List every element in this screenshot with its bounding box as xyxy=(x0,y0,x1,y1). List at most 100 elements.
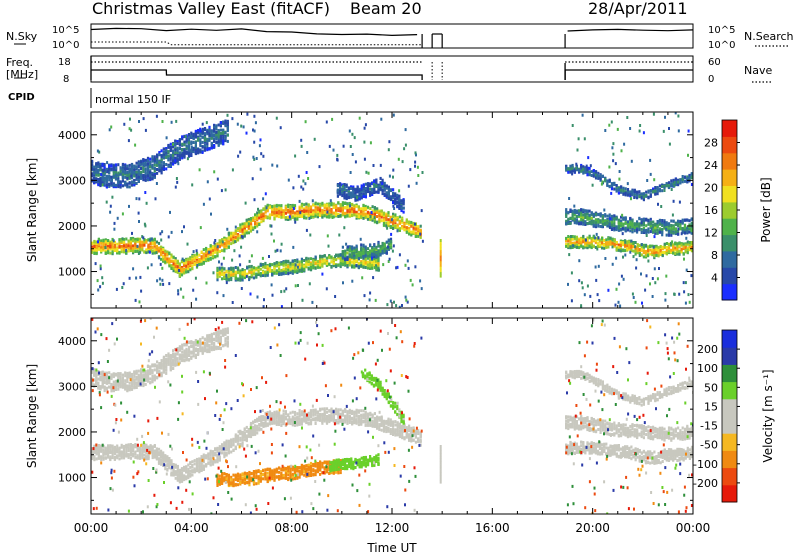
heatmap-cell xyxy=(205,249,208,253)
heatmap-cell xyxy=(357,251,360,254)
heatmap-cell xyxy=(608,215,611,219)
heatmap-cell xyxy=(667,243,671,247)
heatmap-cell xyxy=(160,249,163,253)
heatmap-cell xyxy=(590,216,593,220)
heatmap-cell xyxy=(599,214,602,218)
heatmap-cell xyxy=(624,243,627,247)
heatmap-cell xyxy=(677,232,680,236)
heatmap-cell xyxy=(307,214,310,218)
heatmap-cell xyxy=(638,251,641,255)
heatmap-cell xyxy=(91,172,94,176)
heatmap-cell xyxy=(293,211,297,215)
heatmap-cell xyxy=(225,237,228,241)
heatmap-cell xyxy=(631,230,634,234)
heatmap-cell xyxy=(172,160,175,164)
heatmap-cell xyxy=(375,259,378,263)
heatmap-cell xyxy=(174,270,177,274)
heatmap-cell xyxy=(355,259,358,263)
heatmap-cell xyxy=(169,153,172,157)
heatmap-cell xyxy=(165,163,168,166)
heatmap-cell xyxy=(396,225,399,229)
heatmap-cell xyxy=(97,247,100,251)
heatmap-cell xyxy=(387,211,390,215)
heatmap-cell xyxy=(140,176,143,180)
heatmap-cell xyxy=(381,178,384,182)
heatmap-cell xyxy=(348,246,351,250)
heatmap-cell xyxy=(114,175,118,179)
heatmap-cell xyxy=(377,249,380,253)
heatmap-cell xyxy=(323,214,326,218)
heatmap-cell xyxy=(153,166,156,170)
heatmap-cell xyxy=(138,300,141,304)
heatmap-cell xyxy=(624,226,627,230)
heatmap-cell xyxy=(578,222,581,226)
heatmap-cell xyxy=(168,264,171,268)
heatmap-cell xyxy=(597,218,600,222)
heatmap-cell xyxy=(357,257,360,261)
heatmap-cell xyxy=(289,267,292,271)
heatmap-cell xyxy=(280,208,283,212)
heatmap-cell xyxy=(343,183,346,186)
heatmap-cell xyxy=(588,173,591,177)
heatmap-cell xyxy=(112,167,115,171)
heatmap-cell xyxy=(221,269,224,273)
heatmap-cell xyxy=(609,236,612,240)
heatmap-cell xyxy=(690,249,693,253)
heatmap-cell xyxy=(658,230,661,234)
heatmap-cell xyxy=(328,203,331,207)
heatmap-cell xyxy=(176,146,179,150)
heatmap-cell xyxy=(592,219,595,223)
heatmap-cell xyxy=(223,236,226,240)
heatmap-cell xyxy=(672,245,675,249)
heatmap-cell xyxy=(339,265,342,269)
heatmap-cell xyxy=(608,178,611,182)
heatmap-cell xyxy=(293,213,297,217)
heatmap-cell xyxy=(113,246,116,250)
heatmap-cell xyxy=(688,230,691,234)
heatmap-cell xyxy=(271,273,274,276)
heatmap-cell xyxy=(346,259,349,263)
heatmap-cell xyxy=(362,262,365,266)
heatmap-cell xyxy=(588,241,591,245)
heatmap-cell xyxy=(172,255,175,259)
heatmap-cell xyxy=(371,193,374,196)
heatmap-cell xyxy=(223,242,226,246)
heatmap-cell xyxy=(592,223,595,227)
heatmap-cell xyxy=(108,170,111,174)
heatmap-cell xyxy=(396,218,399,222)
heatmap-cell xyxy=(110,164,113,168)
heatmap-cell xyxy=(582,222,585,226)
heatmap-cell xyxy=(670,233,673,237)
heatmap-cell xyxy=(289,217,292,221)
heatmap-cell xyxy=(189,263,192,266)
heatmap-cell xyxy=(617,222,620,226)
heatmap-cell xyxy=(344,262,347,265)
heatmap-cell xyxy=(578,214,581,218)
heatmap-cell xyxy=(187,153,191,157)
heatmap-cell xyxy=(651,253,654,257)
heatmap-cell xyxy=(588,166,591,170)
heatmap-cell xyxy=(319,260,322,264)
heatmap-cell xyxy=(412,226,415,230)
heatmap-cell xyxy=(362,212,365,216)
heatmap-cell xyxy=(580,222,583,226)
heatmap-cell xyxy=(222,142,225,146)
heatmap-cell xyxy=(590,239,593,243)
heatmap-cell xyxy=(144,169,147,173)
heatmap-cell xyxy=(113,244,116,247)
heatmap-cell xyxy=(149,169,152,173)
heatmap-cell xyxy=(215,124,218,128)
heatmap-cell xyxy=(128,163,131,167)
heatmap-cell xyxy=(216,278,219,282)
heatmap-cell xyxy=(582,171,585,175)
heatmap-cell xyxy=(649,252,652,256)
heatmap-cell xyxy=(187,257,190,261)
heatmap-cell xyxy=(360,186,363,190)
heatmap-cell xyxy=(316,202,319,206)
heatmap-cell xyxy=(157,241,161,245)
heatmap-cell xyxy=(360,216,363,220)
heatmap-cell xyxy=(149,173,152,177)
heatmap-cell xyxy=(642,231,645,234)
heatmap-cell xyxy=(258,223,261,226)
heatmap-cell xyxy=(365,170,368,174)
